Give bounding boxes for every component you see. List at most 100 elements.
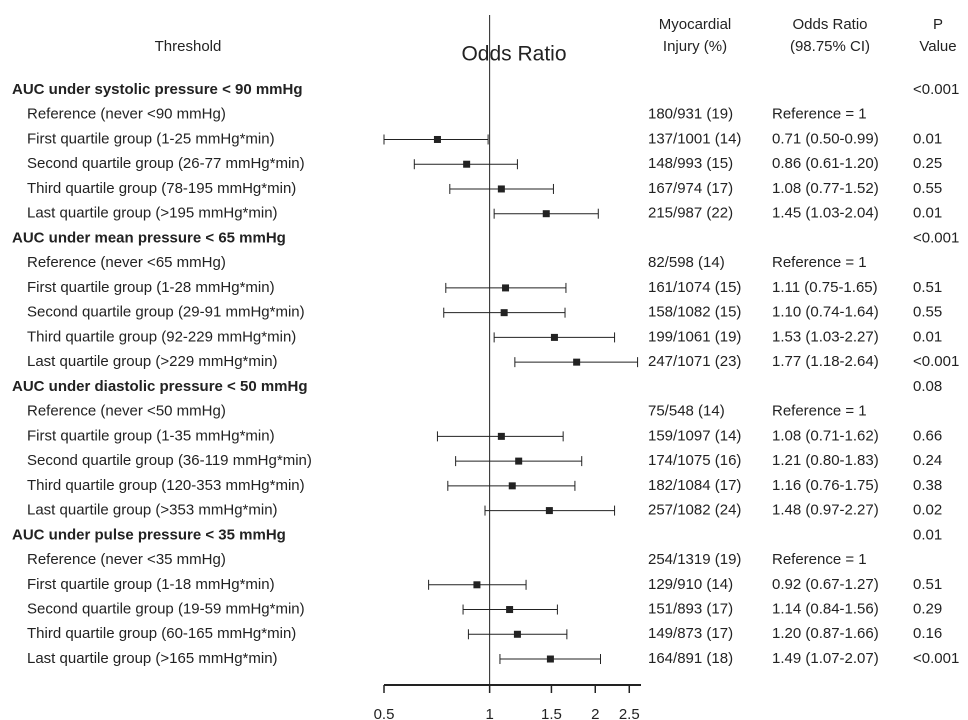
odds-ratio-label: 1.10 (0.74-1.64) <box>772 304 879 321</box>
row-label: Reference (never <90 mmHg) <box>27 106 226 123</box>
row-label: First quartile group (1-35 mmHg*min) <box>27 427 275 444</box>
p-value: 0.29 <box>913 601 942 618</box>
row-label: First quartile group (1-25 mmHg*min) <box>27 130 275 147</box>
injury: 158/1082 (15) <box>648 304 741 321</box>
odds-ratio-label: 0.71 (0.50-0.99) <box>772 130 879 147</box>
injury: 129/910 (14) <box>648 576 733 593</box>
row-label: Reference (never <65 mmHg) <box>27 254 226 271</box>
x-tick-label: 2 <box>591 706 599 720</box>
odds-ratio-label: 1.49 (1.07-2.07) <box>772 650 879 667</box>
p-value: 0.01 <box>913 328 942 345</box>
row-label: Last quartile group (>195 mmHg*min) <box>27 205 278 222</box>
estimate <box>433 135 441 143</box>
injury: 215/987 (22) <box>648 205 733 222</box>
row-label: Third quartile group (120-353 mmHg*min) <box>27 477 305 494</box>
group-title: AUC under pulse pressure < 35 mmHg <box>12 526 286 543</box>
chart-title: Odds Ratio <box>461 43 566 66</box>
injury: 180/931 (19) <box>648 106 733 123</box>
row-label: First quartile group (1-28 mmHg*min) <box>27 279 275 296</box>
injury: 82/598 (14) <box>648 254 725 271</box>
injury: 257/1082 (24) <box>648 502 741 519</box>
injury: 161/1074 (15) <box>648 279 741 296</box>
estimate <box>508 482 516 490</box>
estimate <box>513 630 521 638</box>
odds-ratio-label: 1.08 (0.77-1.52) <box>772 180 879 197</box>
odds-ratio-label: 0.86 (0.61-1.20) <box>772 155 879 172</box>
row-label: Reference (never <35 mmHg) <box>27 551 226 568</box>
injury: 159/1097 (14) <box>648 427 741 444</box>
p-value: 0.01 <box>913 205 942 222</box>
x-tick-label: 1.5 <box>541 706 562 720</box>
x-tick-label: 1 <box>485 706 493 720</box>
injury: 174/1075 (16) <box>648 452 741 469</box>
odds-ratio-label: 1.48 (0.97-2.27) <box>772 502 879 519</box>
injury: 199/1061 (19) <box>648 328 741 345</box>
group-p-value: 0.01 <box>913 526 942 543</box>
column-header: Odds Ratio <box>792 16 867 33</box>
injury: 137/1001 (14) <box>648 130 741 147</box>
group-title: AUC under mean pressure < 65 mmHg <box>12 229 286 246</box>
estimate <box>550 333 558 341</box>
estimate <box>473 581 481 589</box>
p-value: 0.51 <box>913 576 942 593</box>
odds-ratio-label: 1.77 (1.18-2.64) <box>772 353 879 370</box>
row-label: Last quartile group (>229 mmHg*min) <box>27 353 278 370</box>
row-label: Third quartile group (92-229 mmHg*min) <box>27 328 296 345</box>
column-header: Value <box>919 38 956 55</box>
injury: 167/974 (17) <box>648 180 733 197</box>
injury: 247/1071 (23) <box>648 353 741 370</box>
column-header: Threshold <box>155 38 222 55</box>
group-title: AUC under systolic pressure < 90 mmHg <box>12 81 303 98</box>
column-header: (98.75% CI) <box>790 38 870 55</box>
p-value: 0.16 <box>913 625 942 642</box>
estimate <box>502 284 510 292</box>
odds-ratio-label: Reference = 1 <box>772 403 867 420</box>
injury: 164/891 (18) <box>648 650 733 667</box>
row-label: Third quartile group (60-165 mmHg*min) <box>27 625 296 642</box>
p-value: <0.001 <box>913 650 959 667</box>
p-value: 0.02 <box>913 502 942 519</box>
estimate <box>500 309 508 317</box>
estimate <box>497 185 505 193</box>
row-label: Reference (never <50 mmHg) <box>27 403 226 420</box>
p-value: 0.38 <box>913 477 942 494</box>
injury: 149/873 (17) <box>648 625 733 642</box>
x-tick-label: 2.5 <box>619 706 640 720</box>
p-value: 0.01 <box>913 130 942 147</box>
odds-ratio-label: 1.11 (0.75-1.65) <box>772 279 878 296</box>
estimate <box>546 655 554 663</box>
injury: 182/1084 (17) <box>648 477 741 494</box>
odds-ratio-label: 1.21 (0.80-1.83) <box>772 452 879 469</box>
p-value: 0.24 <box>913 452 942 469</box>
row-label: Second quartile group (26-77 mmHg*min) <box>27 155 305 172</box>
column-header: Myocardial <box>659 16 732 33</box>
estimate <box>497 432 505 440</box>
p-value: 0.55 <box>913 304 942 321</box>
injury: 75/548 (14) <box>648 403 725 420</box>
injury: 151/893 (17) <box>648 601 733 618</box>
x-tick-label: 0.5 <box>374 706 395 720</box>
p-value: 0.55 <box>913 180 942 197</box>
odds-ratio-label: Reference = 1 <box>772 106 867 123</box>
row-label: Third quartile group (78-195 mmHg*min) <box>27 180 296 197</box>
group-p-value: <0.001 <box>913 81 959 98</box>
estimate <box>463 160 471 168</box>
group-p-value: 0.08 <box>913 378 942 395</box>
p-value: 0.51 <box>913 279 942 296</box>
odds-ratio-label: 1.14 (0.84-1.56) <box>772 601 879 618</box>
estimate <box>506 606 514 614</box>
odds-ratio-label: Reference = 1 <box>772 254 867 271</box>
p-value: 0.25 <box>913 155 942 172</box>
odds-ratio-label: 1.08 (0.71-1.62) <box>772 427 879 444</box>
injury: 254/1319 (19) <box>648 551 741 568</box>
estimate <box>542 210 550 218</box>
odds-ratio-label: Reference = 1 <box>772 551 867 568</box>
row-label: Last quartile group (>353 mmHg*min) <box>27 502 278 519</box>
odds-ratio-label: 1.45 (1.03-2.04) <box>772 205 879 222</box>
row-label: First quartile group (1-18 mmHg*min) <box>27 576 275 593</box>
row-label: Second quartile group (29-91 mmHg*min) <box>27 304 305 321</box>
odds-ratio-label: 1.20 (0.87-1.66) <box>772 625 879 642</box>
row-label: Second quartile group (19-59 mmHg*min) <box>27 601 305 618</box>
row-label: Second quartile group (36-119 mmHg*min) <box>27 452 312 469</box>
